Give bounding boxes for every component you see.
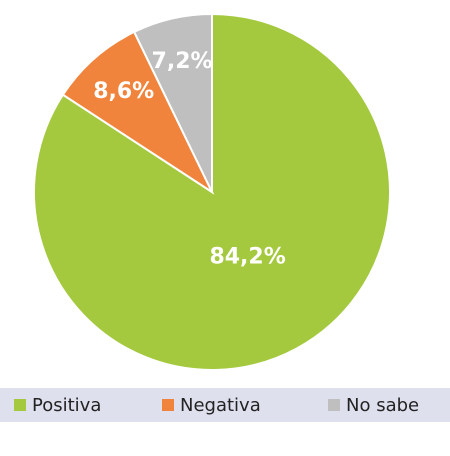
- pie-slice: [61, 30, 215, 195]
- legend-swatch: [328, 399, 340, 411]
- legend-swatch: [162, 399, 174, 411]
- pie-slice: [132, 12, 213, 193]
- legend-label: Negativa: [180, 395, 261, 416]
- legend-background: [0, 388, 450, 422]
- legend-label: No sabe: [346, 395, 419, 416]
- value-label: 84,2%: [209, 245, 285, 270]
- legend-swatch: [14, 399, 26, 411]
- value-label: 7,2%: [152, 49, 213, 74]
- value-label: 8,6%: [93, 79, 154, 104]
- legend-label: Positiva: [32, 395, 101, 416]
